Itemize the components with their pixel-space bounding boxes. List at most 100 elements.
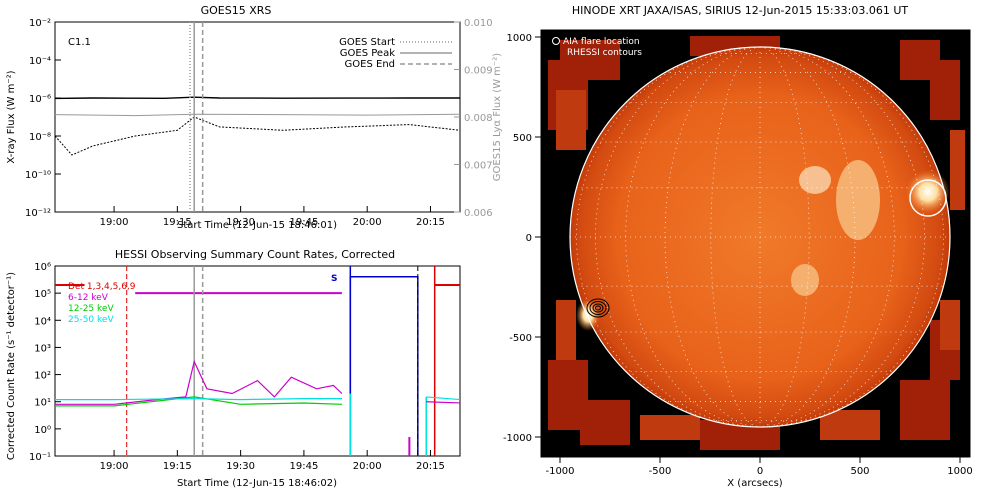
rhessi-ylabel: Corrected Count Rate (s⁻¹ detector⁻¹) [6, 272, 17, 460]
goes-plot-frame [54, 21, 461, 213]
flare-bright-patch [906, 170, 950, 214]
rhessi-x-tick-label: 19:45 [289, 461, 318, 472]
rhessi-legend-label: 6-12 keV [68, 293, 109, 303]
longitude-line [625, 46, 761, 428]
goes-right-tick-label: 0.009 [464, 66, 493, 77]
rhessi-y-tick-label: 10¹ [34, 398, 51, 409]
goes-ylabel-right: GOES15 Lyα Flux (W m⁻²) [492, 53, 503, 181]
xrt-image [548, 36, 965, 450]
rhessi-y-axis: 10⁶ 10⁵ 10⁴ 10³ 10² 10¹ 10⁰ 10⁻¹ [29, 262, 61, 463]
active-region-south [791, 264, 819, 296]
xrt-y-tick-label: 0 [526, 233, 532, 244]
goes-panel: GOES15 XRS 10⁻² 10⁻⁴ 10⁻⁶ 10⁻⁸ 10⁻¹⁰ 10⁻¹² 0.… [6, 4, 503, 231]
rhessi-series [55, 266, 461, 456]
xrt-title: HINODE XRT JAXA/ISAS, SIRIUS 12-Jun-2015… [572, 4, 909, 17]
goes-y-tick-label: 10⁻² [29, 18, 51, 29]
goes-series [54, 96, 461, 156]
goes-legend-label: GOES Start [339, 37, 395, 48]
xrt-legend-aia: AIA flare location [563, 37, 640, 47]
goes-series-line [54, 116, 461, 156]
goes-y-tick-label: 10⁻⁶ [29, 94, 51, 105]
rhessi-y-tick-label: 10⁶ [34, 262, 51, 273]
xrt-legend: AIA flare location RHESSI contours [552, 37, 642, 58]
longitude-line [710, 46, 761, 428]
rhessi-plot-frame [54, 265, 461, 457]
rhessi-xlabel: Start Time (12-Jun-15 18:46:02) [177, 478, 337, 489]
goes-event-lines [189, 22, 204, 212]
xrt-legend-rhessi: RHESSI contours [567, 48, 642, 58]
goes-x-tick-label: 19:45 [289, 217, 318, 228]
goes-xlabel: Start Time (12-Jun-15 18:46:01) [177, 220, 337, 231]
longitude-line [759, 46, 925, 428]
goes-x-axis: 19:00 19:15 19:30 19:45 20:00 20:15 [100, 206, 445, 228]
rhessi-legend-label: 25-50 keV [68, 315, 114, 325]
goes-series-line [54, 96, 460, 100]
goes-x-tick-label: 20:15 [416, 217, 445, 228]
goes-x-tick-label: 19:15 [163, 217, 192, 228]
goes-y-tick-label: 10⁻¹² [25, 208, 51, 219]
rhessi-series-line [55, 397, 342, 401]
rhessi-x-axis: 19:00 19:15 19:30 19:45 20:00 20:15 [100, 450, 445, 472]
goes-right-tick-label: 0.007 [464, 161, 493, 172]
xrt-y-tick-label: -500 [509, 333, 532, 344]
goes-y-tick-label: 10⁻⁴ [29, 56, 51, 67]
goes-legend-label: GOES End [345, 59, 395, 70]
goes-series-line [54, 113, 461, 117]
rhessi-y-tick-label: 10⁴ [34, 316, 51, 327]
xrt-x-tick-label: -500 [649, 466, 672, 477]
longitude-line [759, 46, 810, 428]
rhessi-x-tick-label: 19:15 [163, 461, 192, 472]
xrt-y-tick-label: 500 [513, 133, 532, 144]
goes-right-tick-label: 0.008 [464, 113, 493, 124]
goes-legend-label: GOES Peak [340, 48, 395, 59]
longitude-line [664, 46, 761, 428]
active-region-east [836, 160, 880, 240]
xrt-x-tick-label: 0 [757, 466, 763, 477]
longitude-line [595, 46, 761, 428]
limb-bright-patch [576, 299, 600, 331]
rhessi-x-tick-label: 19:30 [226, 461, 255, 472]
goes-y-tick-label: 10⁻¹⁰ [25, 170, 51, 181]
rhessi-x-tick-label: 19:00 [100, 461, 129, 472]
rhessi-series-line [426, 401, 461, 404]
xrt-axes: -1000 -500 0 500 1000 1000 500 0 -500 -1000 [503, 33, 973, 477]
xrt-x-tick-label: 500 [850, 466, 869, 477]
goes-title: GOES15 XRS [201, 4, 272, 17]
xrt-xlabel: X (arcsecs) [727, 478, 783, 489]
goes-ylabel: X-ray Flux (W m⁻²) [6, 70, 17, 163]
goes-x-tick-label: 19:00 [100, 217, 129, 228]
rhessi-y-tick-label: 10³ [34, 343, 51, 354]
rhessi-legend-label: 12-25 keV [68, 304, 114, 314]
goes-x-tick-label: 20:00 [353, 217, 382, 228]
rhessi-title: HESSI Observing Summary Count Rates, Cor… [115, 248, 395, 261]
goes-right-tick-label: 0.010 [464, 18, 493, 29]
heliographic-grid [570, 46, 950, 428]
aia-flare-marker [909, 179, 947, 217]
goes-y-tick-label: 10⁻⁸ [29, 132, 51, 143]
goes-right-axis: 0.010 0.009 0.008 0.007 0.006 [454, 18, 493, 219]
limb-circle [569, 46, 951, 428]
longitude-line [759, 46, 856, 428]
xrt-x-tick-label: -1000 [545, 466, 574, 477]
rhessi-legend-label: Det 1,3,4,5,6,9 [68, 282, 136, 292]
goes-right-tick-label: 0.006 [464, 208, 493, 219]
corona-inner [556, 90, 965, 440]
rhessi-contours [586, 298, 610, 318]
rhessi-series-line [55, 396, 342, 407]
rhessi-state-label: S [331, 274, 337, 284]
rhessi-y-tick-label: 10² [34, 371, 51, 382]
xrt-frame [540, 29, 971, 458]
goes-x-tick-label: 19:30 [226, 217, 255, 228]
legend-circle-icon [552, 37, 560, 45]
rhessi-panel: HESSI Observing Summary Count Rates, Cor… [6, 248, 461, 489]
rhessi-x-tick-label: 20:00 [353, 461, 382, 472]
rhessi-x-tick-label: 20:15 [416, 461, 445, 472]
xrt-y-tick-label: 1000 [507, 33, 532, 44]
goes-y-axis: 10⁻² 10⁻⁴ 10⁻⁶ 10⁻⁸ 10⁻¹⁰ 10⁻¹² [25, 18, 61, 219]
longitude-line [759, 46, 895, 428]
goes-annotation: C1.1 [68, 37, 91, 48]
rhessi-y-tick-label: 10⁰ [34, 425, 51, 436]
rhessi-y-tick-label: 10⁻¹ [29, 452, 51, 463]
